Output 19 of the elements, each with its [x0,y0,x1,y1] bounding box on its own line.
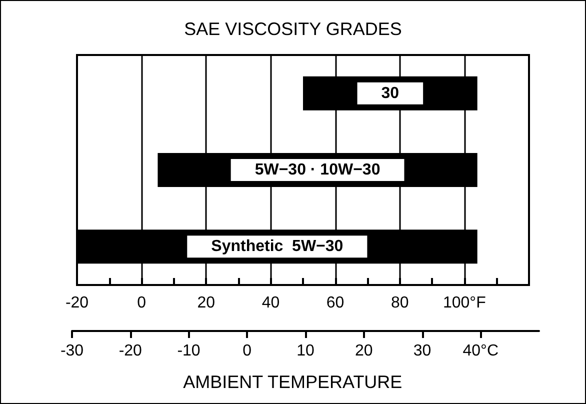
x-tick-label: 0 [137,294,146,312]
chart-title: SAE VISCOSITY GRADES [184,19,402,39]
x-tick-label: 20 [197,294,216,312]
x-tick-label: 40 [262,294,280,312]
y-tick-label: Synthetic 5W−30 [211,238,344,256]
x-tick-label: 60 [326,294,344,312]
x-tick-label: 100°F [442,294,486,312]
y-tick-label: 5W−30 · 10W−30 [254,162,380,178]
x2-tick-label: 0 [242,342,252,360]
x-tick-label: -20 [65,294,89,312]
x2-tick-label: -30 [60,342,84,360]
x-tick-label: 80 [390,294,409,312]
x2-tick-label: -20 [118,342,142,360]
x2-tick-label: 40°C [462,342,498,360]
x2-tick-label: 30 [413,342,432,360]
x2-tick-label: -10 [177,342,200,360]
x2-tick-label: 10 [296,342,314,360]
x-axis-title: AMBIENT TEMPERATURE [183,372,402,392]
x2-tick-label: 20 [354,342,373,360]
